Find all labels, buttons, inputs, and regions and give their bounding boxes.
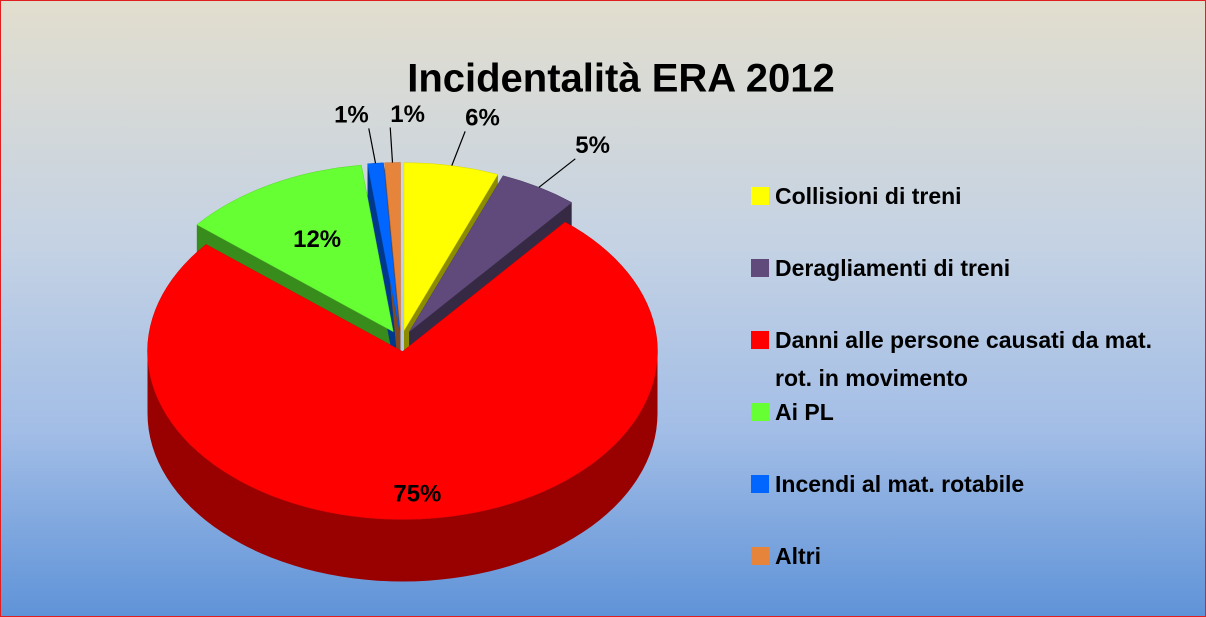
legend-swatch: [751, 187, 769, 205]
legend-label: Ai PL: [775, 399, 834, 425]
leader-line: [389, 127, 394, 163]
slice-side: [147, 351, 658, 582]
legend-swatch: [751, 547, 769, 565]
slice-cut-wall: [367, 163, 400, 393]
slice: [367, 162, 400, 331]
leader-line: [538, 158, 576, 188]
legend-swatch: [751, 259, 769, 277]
slice: [408, 175, 573, 333]
leader-line: [368, 128, 377, 164]
legend-item: Collisioni di treni: [751, 177, 1191, 215]
legend-label: Collisioni di treni: [775, 183, 962, 209]
legend-label: Altri: [775, 543, 821, 569]
data-label: 1%: [334, 102, 369, 129]
legend-item: Ai PL: [751, 393, 1191, 431]
slice: [384, 162, 401, 331]
chart-title: Incidentalità ERA 2012: [407, 57, 835, 101]
leader-line: [451, 131, 466, 166]
legend-label: Deragliamenti di treni: [775, 255, 1011, 281]
data-label: 5%: [575, 132, 610, 159]
data-label: 75%: [393, 481, 441, 508]
legend-item: Deragliamenti di treni: [751, 249, 1191, 287]
slice: [403, 162, 499, 332]
data-label: 6%: [465, 105, 500, 132]
data-label: 12%: [293, 226, 341, 253]
slice: [196, 164, 394, 333]
slice: [147, 221, 658, 520]
legend-swatch: [751, 403, 769, 421]
legend-label: Incendi al mat. rotabile: [775, 471, 1025, 497]
legend-swatch: [751, 331, 769, 349]
legend-item: Danni alle persone causati da mat. rot. …: [751, 321, 1191, 397]
data-label: 1%: [390, 101, 425, 128]
legend-item: Incendi al mat. rotabile: [751, 465, 1191, 503]
legend-label: Danni alle persone causati da mat. rot. …: [775, 327, 1153, 391]
legend-swatch: [751, 475, 769, 493]
legend-item: Altri: [751, 537, 1191, 575]
